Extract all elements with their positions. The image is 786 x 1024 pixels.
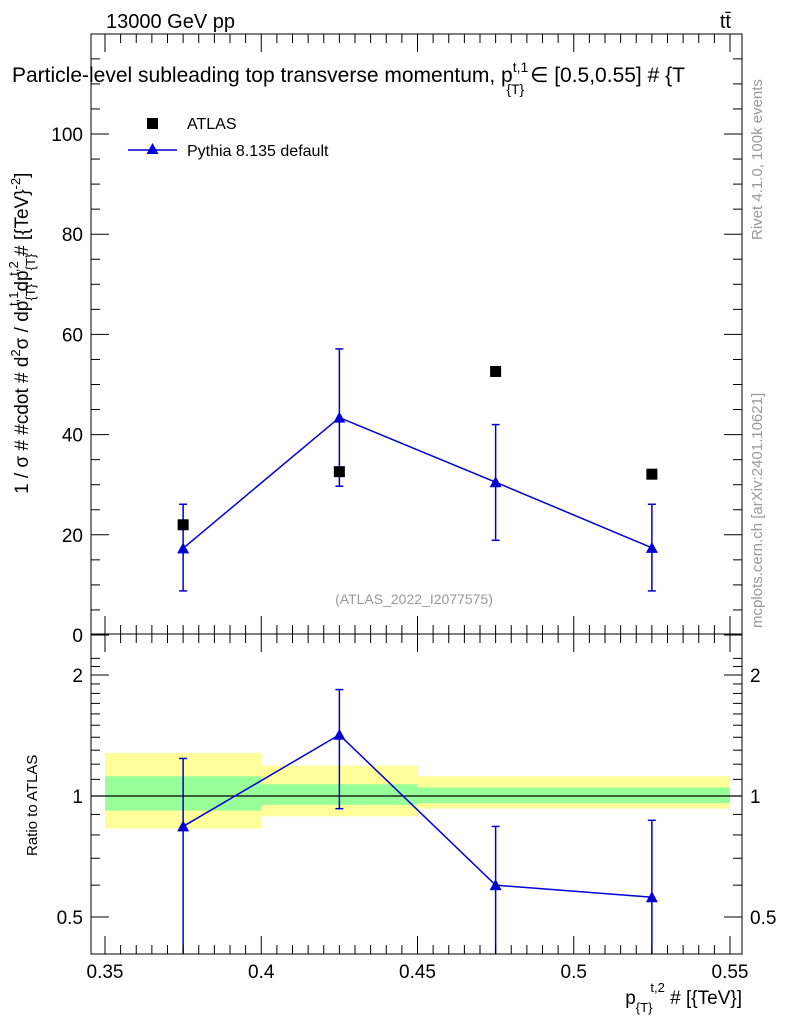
main-y-tick-labels: 0 20 40 60 80 100 [51,125,83,647]
ratio-point [177,820,190,832]
pythia-markers [177,411,658,554]
y-tick-label: 20 [62,526,83,547]
plot-title: Particle-level subleading top transverse… [12,59,685,97]
ratio-y-tick-label-right: 1 [750,787,761,808]
ratio-y-tick-label-right: 0.5 [750,908,776,929]
atlas-markers [177,365,658,531]
x-axis-label: p{T}t,2 # [{TeV}] [625,980,742,1015]
atlas-data-point [490,365,502,377]
mcplots-info: mcplots.cern.ch [arXiv:2401.10621] [749,393,766,628]
ratio-y-axis-label: Ratio to ATLAS [24,755,41,856]
atlas-data-point [333,466,345,478]
ratio-y-tick-label-right: 2 [750,666,761,687]
process-label: tt̄ [720,11,732,33]
y-tick-label: 80 [62,225,83,246]
pythia-point [333,411,346,423]
x-tick-label: 0.55 [712,962,749,983]
ratio-ticks [91,634,742,954]
analysis-watermark: (ATLAS_2022_I2077575) [335,591,493,607]
atlas-data-point [646,468,658,480]
green-band [417,787,730,804]
energy-label: 13000 GeV pp [106,11,235,33]
x-tick-label: 0.5 [561,962,587,983]
rivet-info: Rivet 4.1.0, 100k events [749,79,766,240]
ratio-y-tick-label: 0.5 [57,908,83,929]
main-y-axis-label: 1 / σ # #cdot # d2σ / dp{T}t,1dp{T}t,2 #… [6,173,38,494]
ratio-panel: 0.5 0.5 1 1 2 2 0.35 0.4 0.45 0.5 0.55 Ratio to A… [24,633,777,1015]
atlas-data-point [177,519,189,531]
legend-atlas-marker [147,118,158,129]
ratio-y-tick-label: 1 [72,787,83,808]
pythia-point [645,541,658,553]
ratio-pythia-markers [177,728,658,903]
legend-atlas-label: ATLAS [187,116,237,133]
y-tick-label: 40 [62,426,83,447]
ratio-y-tick-labels: 0.5 0.5 1 1 2 2 [57,666,777,929]
y-tick-label: 0 [72,626,83,647]
main-panel: 0 20 40 60 80 100 (ATLAS_2022_I2077575) Parti… [6,33,743,647]
y-tick-label: 60 [62,325,83,346]
x-tick-labels: 0.35 0.4 0.45 0.5 0.55 [87,962,749,983]
ratio-point [333,728,346,740]
ratio-point [489,879,502,891]
legend-pythia-label: Pythia 8.135 default [187,143,329,160]
pythia-point [489,476,502,488]
ratio-y-tick-label: 2 [72,666,83,687]
main-ticks [91,34,742,636]
x-tick-label: 0.4 [248,962,275,983]
x-tick-label: 0.45 [399,962,436,983]
y-tick-label: 100 [51,125,83,146]
pythia-point [177,542,190,554]
legend: ATLAS Pythia 8.135 default [128,116,329,160]
pythia-line [182,416,653,549]
ratio-point [645,891,658,903]
ratio-frame [90,633,743,955]
ratio-pythia-line [182,733,652,898]
legend-pythia-marker [146,143,159,154]
x-tick-label: 0.35 [87,962,124,983]
pythia-error-bars [179,348,656,592]
